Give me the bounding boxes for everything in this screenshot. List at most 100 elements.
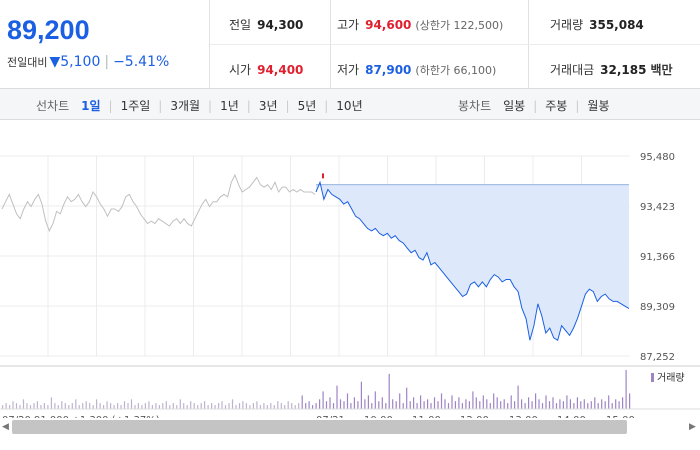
period-10y-button[interactable]: 10년 bbox=[336, 99, 363, 113]
volume-bar bbox=[325, 401, 328, 409]
scrollbar-thumb[interactable] bbox=[12, 420, 627, 434]
amount-stat: 거래대금 32,185 백만 bbox=[550, 61, 673, 78]
volume-bar bbox=[29, 405, 32, 409]
volume-bar bbox=[608, 395, 610, 409]
volume-bar bbox=[197, 405, 199, 409]
volume-bar bbox=[357, 401, 359, 409]
weekly-candle-button[interactable]: 주봉 bbox=[545, 99, 568, 113]
volume-bar bbox=[75, 399, 77, 410]
volume-bar bbox=[26, 403, 28, 409]
period-1w-button[interactable]: 1주일 bbox=[120, 99, 151, 113]
change-amount: 5,100 bbox=[60, 54, 101, 70]
volume-label: 거래량 bbox=[550, 18, 584, 32]
volume-bar bbox=[381, 397, 383, 409]
period-3m-button[interactable]: 3개월 bbox=[170, 99, 201, 113]
volume-bar bbox=[82, 403, 84, 409]
period-3y-button[interactable]: 3년 bbox=[258, 99, 278, 113]
volume-bar bbox=[447, 403, 450, 409]
period-1d-button[interactable]: 1일 bbox=[81, 99, 101, 113]
volume-bar bbox=[305, 403, 307, 409]
volume-bar bbox=[54, 403, 56, 409]
volume-bar bbox=[521, 399, 523, 410]
open-value: 94,400 bbox=[257, 63, 304, 77]
line-chart-title: 선차트 bbox=[36, 99, 70, 113]
volume-legend-swatch bbox=[651, 373, 654, 382]
volume-bar bbox=[601, 399, 603, 410]
volume-bar bbox=[629, 393, 631, 409]
monthly-candle-button[interactable]: 월봉 bbox=[587, 99, 610, 113]
period-5y-button[interactable]: 5년 bbox=[297, 99, 317, 113]
volume-bar bbox=[218, 403, 220, 409]
current-price: 89,200 bbox=[7, 15, 90, 45]
volume-bar bbox=[245, 403, 247, 409]
divider: | bbox=[246, 99, 251, 113]
volume-bar bbox=[120, 405, 122, 409]
y-tick-label: 91,366 bbox=[640, 252, 675, 263]
summary-panel: 89,200 전일대비 ▼5,100 | −5.41% 전일 94,300 고가 94,6… bbox=[0, 0, 700, 89]
volume-stat: 거래량 355,084 bbox=[550, 16, 644, 33]
scroll-right-icon[interactable]: ▶ bbox=[689, 422, 696, 432]
candle-chart-title: 봉차트 bbox=[458, 99, 492, 113]
volume-bar bbox=[141, 405, 143, 409]
volume-bar bbox=[479, 401, 481, 409]
volume-value: 355,084 bbox=[589, 18, 644, 32]
volume-bar bbox=[5, 403, 7, 409]
volume-legend: 거래량 bbox=[657, 372, 685, 384]
scroll-left-icon[interactable]: ◀ bbox=[2, 422, 9, 432]
volume-bar bbox=[374, 391, 376, 409]
volume-bar bbox=[291, 403, 293, 409]
volume-bar bbox=[364, 399, 366, 410]
volume-bar bbox=[510, 395, 512, 409]
volume-bar bbox=[64, 403, 66, 409]
down-arrow-icon: ▼ bbox=[49, 54, 61, 70]
volume-bar bbox=[165, 401, 167, 409]
open-stat: 시가 94,400 bbox=[229, 61, 303, 78]
volume-bar bbox=[155, 403, 157, 409]
volume-bar bbox=[214, 405, 216, 409]
volume-bar bbox=[541, 403, 544, 409]
divider: | bbox=[533, 99, 538, 113]
volume-bar bbox=[9, 405, 11, 409]
amount-unit: 백만 bbox=[650, 63, 673, 77]
divider bbox=[210, 44, 700, 45]
volume-bar bbox=[566, 395, 568, 409]
volume-bar bbox=[472, 391, 474, 409]
volume-bar bbox=[231, 399, 234, 410]
volume-bar bbox=[611, 403, 613, 409]
change-row: 전일대비 ▼5,100 | −5.41% bbox=[7, 54, 169, 70]
volume-bar bbox=[312, 405, 314, 409]
volume-bar bbox=[176, 405, 178, 409]
volume-bar bbox=[221, 401, 223, 409]
volume-bar bbox=[615, 399, 617, 410]
volume-bar bbox=[200, 403, 202, 409]
volume-bar bbox=[12, 401, 14, 409]
volume-bar bbox=[277, 401, 279, 409]
volume-bar bbox=[517, 385, 519, 409]
period-1y-button[interactable]: 1년 bbox=[220, 99, 239, 113]
volume-bar bbox=[89, 403, 91, 409]
change-label: 전일대비 bbox=[7, 56, 48, 69]
volume-bar bbox=[573, 403, 575, 409]
volume-bar bbox=[280, 403, 282, 409]
daily-candle-button[interactable]: 일봉 bbox=[503, 99, 526, 113]
volume-bar bbox=[36, 401, 38, 409]
today-fill-area bbox=[316, 184, 629, 341]
line-chart-periods: 선차트 1일 | 1주일 | 3개월 | 1년 | 3년 | 5년 | 10년 bbox=[34, 97, 365, 114]
volume-bar bbox=[618, 401, 620, 409]
low-value: 87,900 bbox=[365, 63, 412, 77]
volume-bar bbox=[482, 395, 484, 409]
volume-bar bbox=[413, 397, 415, 409]
volume-bar bbox=[555, 403, 558, 409]
volume-bar bbox=[604, 401, 606, 409]
volume-bar bbox=[179, 399, 181, 410]
volume-bar bbox=[385, 403, 387, 409]
y-tick-label: 93,423 bbox=[640, 202, 675, 213]
volume-bar bbox=[315, 403, 317, 409]
volume-bar bbox=[503, 399, 505, 410]
volume-bar bbox=[427, 399, 429, 410]
volume-bar bbox=[204, 401, 206, 409]
amount-value: 32,185 bbox=[600, 63, 647, 77]
volume-bar bbox=[594, 397, 596, 409]
volume-bar bbox=[388, 373, 390, 409]
